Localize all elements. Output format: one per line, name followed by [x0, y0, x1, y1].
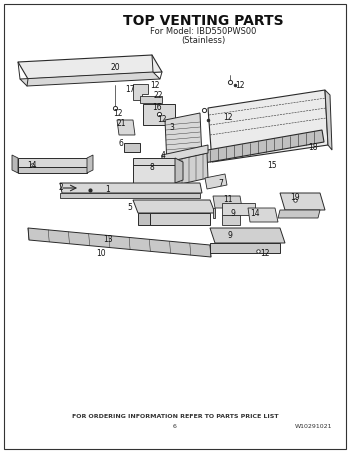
Text: 20: 20 [110, 63, 120, 72]
Polygon shape [213, 196, 242, 208]
Text: 10: 10 [96, 249, 106, 257]
Text: 14: 14 [250, 208, 260, 217]
Polygon shape [18, 158, 87, 167]
Polygon shape [205, 174, 227, 189]
Polygon shape [162, 153, 208, 188]
Polygon shape [165, 113, 202, 165]
Polygon shape [133, 158, 175, 165]
Polygon shape [60, 193, 200, 198]
Polygon shape [280, 193, 325, 210]
Text: 17: 17 [125, 86, 135, 95]
Text: W10291021: W10291021 [295, 424, 332, 429]
Text: 2: 2 [59, 183, 63, 193]
Polygon shape [222, 215, 240, 225]
Text: 13: 13 [103, 236, 113, 245]
Polygon shape [150, 213, 210, 225]
Polygon shape [162, 130, 324, 170]
Text: 18: 18 [308, 144, 318, 153]
Text: 6: 6 [173, 424, 177, 429]
Polygon shape [175, 158, 183, 183]
Polygon shape [133, 200, 215, 213]
Polygon shape [138, 213, 150, 225]
Text: 5: 5 [127, 202, 132, 212]
Text: 11: 11 [223, 196, 233, 204]
Text: 12: 12 [223, 114, 233, 122]
Text: 3: 3 [169, 124, 174, 132]
Polygon shape [133, 84, 148, 100]
Text: 12: 12 [157, 116, 167, 125]
Polygon shape [248, 208, 278, 222]
Text: 21: 21 [116, 119, 126, 127]
Polygon shape [133, 165, 175, 183]
Text: FOR ORDERING INFORMATION REFER TO PARTS PRICE LIST: FOR ORDERING INFORMATION REFER TO PARTS … [72, 414, 278, 419]
Polygon shape [124, 143, 140, 152]
Polygon shape [325, 90, 332, 150]
Text: TOP VENTING PARTS: TOP VENTING PARTS [123, 14, 283, 28]
Polygon shape [140, 96, 162, 103]
Text: 4: 4 [161, 150, 166, 159]
Polygon shape [60, 183, 202, 193]
Text: 19: 19 [290, 193, 300, 202]
Text: 14: 14 [27, 160, 37, 169]
Text: 9: 9 [231, 208, 236, 217]
Text: 22: 22 [153, 91, 163, 100]
Text: 1: 1 [106, 185, 110, 194]
Polygon shape [28, 228, 211, 257]
Text: 8: 8 [150, 163, 154, 172]
Text: 12: 12 [150, 81, 160, 90]
Polygon shape [213, 208, 215, 218]
Polygon shape [210, 243, 280, 253]
Polygon shape [210, 228, 285, 243]
Polygon shape [143, 104, 175, 125]
Polygon shape [87, 155, 93, 173]
Text: 12: 12 [113, 109, 123, 117]
Polygon shape [20, 72, 160, 86]
Polygon shape [208, 90, 328, 162]
Text: 7: 7 [218, 178, 223, 188]
Text: 16: 16 [152, 103, 162, 112]
Polygon shape [278, 210, 320, 218]
Polygon shape [162, 145, 208, 163]
Text: (Stainless): (Stainless) [181, 36, 225, 45]
Polygon shape [222, 203, 255, 215]
Text: 6: 6 [119, 139, 124, 148]
Polygon shape [117, 120, 135, 135]
Text: For Model: IBD550PWS00: For Model: IBD550PWS00 [150, 27, 256, 36]
Polygon shape [12, 155, 18, 173]
Text: 12: 12 [235, 81, 245, 90]
Text: 9: 9 [228, 231, 232, 240]
Polygon shape [18, 167, 87, 173]
Text: 15: 15 [267, 160, 277, 169]
Text: 12: 12 [260, 249, 270, 257]
Polygon shape [18, 55, 162, 79]
